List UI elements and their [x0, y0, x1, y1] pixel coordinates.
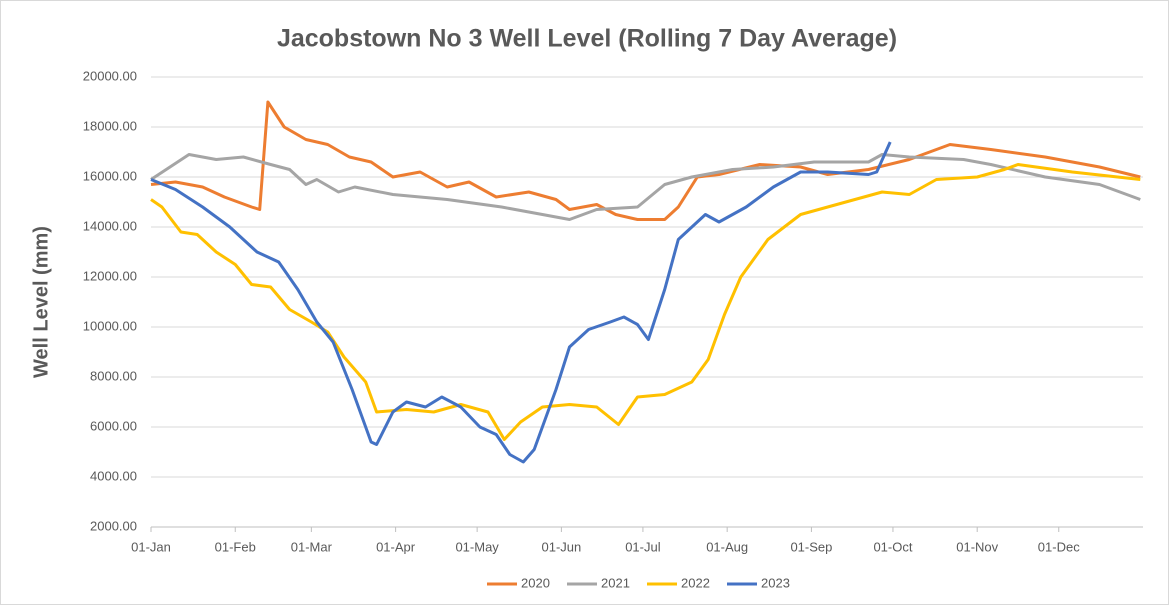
line-series: [150, 153, 1141, 221]
x-tick-label: 01-May: [455, 539, 499, 554]
y-tick-label: 4000.00: [90, 468, 137, 483]
y-tick-label: 2000.00: [90, 518, 137, 533]
x-tick-label: 01-Jun: [542, 539, 582, 554]
x-tick-label: 01-Feb: [215, 539, 256, 554]
line-series: [150, 163, 1141, 441]
legend-label: 2023: [761, 575, 790, 590]
x-tick-label: 01-Nov: [956, 539, 998, 554]
y-axis-title: Well Level (mm): [30, 226, 52, 378]
chart-title: Jacobstown No 3 Well Level (Rolling 7 Da…: [277, 25, 897, 53]
y-tick-label: 18000.00: [83, 118, 137, 133]
x-tick-label: 01-Apr: [376, 539, 416, 554]
y-tick-label: 6000.00: [90, 418, 137, 433]
line-series: [150, 141, 892, 464]
x-tick-label: 01-Mar: [291, 539, 333, 554]
x-tick-label: 01-Oct: [873, 539, 912, 554]
legend-label: 2020: [521, 575, 550, 590]
legend-label: 2022: [681, 575, 710, 590]
x-tick-label: 01-Aug: [706, 539, 748, 554]
x-tick-label: 01-Sep: [790, 539, 832, 554]
y-tick-label: 20000.00: [83, 68, 137, 83]
y-tick-label: 8000.00: [90, 368, 137, 383]
line-series: [150, 100, 1141, 221]
x-tick-label: 01-Jan: [131, 539, 171, 554]
y-tick-label: 12000.00: [83, 268, 137, 283]
y-tick-label: 10000.00: [83, 318, 137, 333]
y-tick-label: 14000.00: [83, 218, 137, 233]
legend-label: 2021: [601, 575, 630, 590]
x-tick-label: 01-Jul: [625, 539, 661, 554]
x-tick-label: 01-Dec: [1038, 539, 1080, 554]
y-tick-label: 16000.00: [83, 168, 137, 183]
